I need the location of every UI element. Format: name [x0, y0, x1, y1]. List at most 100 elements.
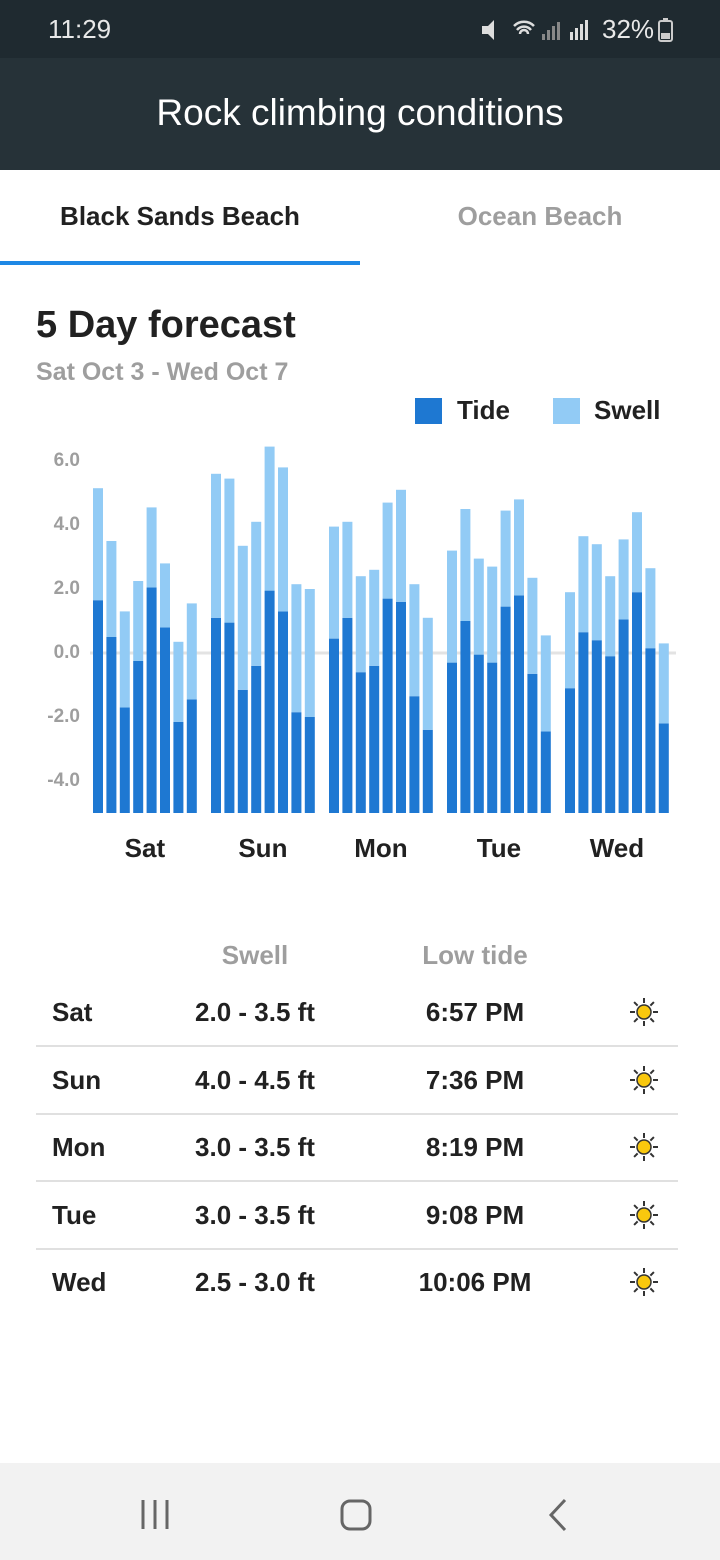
bar-segment	[578, 536, 589, 633]
y-tick-label: 6.0	[54, 450, 80, 471]
low-tide-time: 9:08 PM	[425, 1199, 525, 1230]
bar-segment	[618, 619, 629, 813]
swell-range: 3.0 - 3.5 ft	[195, 1199, 315, 1230]
chart-title: 5 Day forecast	[36, 304, 296, 346]
legend-label: Tide	[457, 395, 510, 425]
bar-segment	[146, 587, 157, 813]
back-button[interactable]	[548, 1498, 567, 1532]
bar-segment	[369, 665, 380, 813]
bar-segment	[460, 509, 471, 621]
bar-segment	[500, 510, 511, 607]
home-button[interactable]	[340, 1499, 372, 1531]
bar-segment	[278, 611, 288, 813]
bar-segment	[514, 595, 524, 813]
bar-segment	[329, 638, 339, 813]
bar-segment	[264, 446, 275, 591]
bar-segment	[409, 696, 420, 813]
bar-segment	[291, 584, 302, 713]
bar-segment	[146, 507, 157, 588]
bar-segment	[540, 635, 551, 732]
row-separator	[36, 1180, 678, 1182]
tab[interactable]: Ocean Beach	[457, 201, 623, 231]
bar-segment	[342, 617, 353, 813]
bar-segment	[632, 592, 642, 813]
bar-segment	[422, 729, 433, 813]
bar-segment	[382, 598, 393, 813]
bar-segment	[500, 606, 511, 813]
day: Sun	[52, 1064, 102, 1095]
bar-segment	[605, 656, 616, 813]
bar-segment	[409, 584, 420, 697]
bar-segment	[93, 600, 103, 813]
bar-segment	[304, 589, 315, 717]
sun-icon	[630, 998, 658, 1026]
bar-segment	[618, 539, 629, 620]
app-title: Rock climbing conditions	[156, 92, 564, 133]
bar-segment	[540, 731, 551, 813]
sun-icon	[630, 1065, 658, 1094]
tab-indicator	[0, 261, 360, 265]
bar-segment	[186, 699, 197, 813]
bar-segment	[396, 489, 406, 602]
swell-range: 2.5 - 3.0 ft	[195, 1267, 315, 1297]
bar-segment	[447, 550, 457, 663]
nav-bar	[0, 1463, 720, 1560]
bar-segment	[237, 689, 248, 813]
bar-segment	[93, 488, 103, 601]
bar-segment	[355, 672, 366, 813]
recents-button[interactable]	[141, 1500, 169, 1529]
bar-segment	[514, 499, 524, 596]
bar-segment	[527, 673, 538, 813]
x-tick-label: Sat	[125, 833, 166, 863]
y-tick-label: 0.0	[54, 642, 80, 663]
x-tick-label: Sun	[238, 833, 287, 863]
bar-segment	[237, 545, 248, 690]
bar-segment	[211, 617, 221, 813]
day: Sat	[52, 997, 93, 1027]
row-separator	[36, 1045, 678, 1047]
bar-segment	[527, 577, 538, 674]
bar-segment	[658, 643, 669, 724]
chart: -4.0 -2.0 0.0 2.0 4.0 6.0 Sat Sun Mon Tue Wed	[47, 446, 676, 863]
bar-segment	[119, 611, 130, 708]
bar-segment	[422, 617, 433, 730]
clock: 11:29	[48, 14, 112, 44]
day: Mon	[52, 1132, 106, 1162]
y-tick-label: -2.0	[47, 706, 80, 727]
row-separator	[36, 1247, 678, 1250]
app-bar: Rock climbing conditions	[0, 58, 720, 170]
bar-segment	[591, 640, 602, 813]
bar-segment	[291, 712, 302, 813]
bar-segment	[160, 627, 170, 813]
bar-segment	[578, 632, 589, 813]
bar-segment	[186, 603, 197, 700]
status-bar: 11:29 32%	[0, 0, 720, 58]
bar-segment	[264, 590, 275, 813]
y-tick-label: -4.0	[47, 770, 80, 791]
low-tide-time: 10:06 PM	[418, 1267, 532, 1297]
bar-segment	[251, 665, 262, 813]
bar-segment	[251, 521, 262, 666]
sun-icon	[630, 1133, 658, 1161]
low-tide-time: 8:19 PM	[425, 1132, 525, 1162]
y-tick-label: 4.0	[54, 514, 80, 535]
bar-segment	[160, 563, 170, 628]
chart-subtitle: Sat Oct 3 - Wed Oct 7	[36, 358, 289, 386]
x-tick-label: Mon	[354, 833, 407, 863]
swell-range: 2.0 - 3.5 ft	[195, 997, 315, 1027]
legend-label: Swell	[594, 395, 661, 425]
tab[interactable]: Black Sands Beach	[60, 201, 300, 231]
column-header: Low tide	[422, 940, 528, 970]
low-tide-time: 7:36 PM	[425, 1064, 525, 1095]
bar-segment	[460, 621, 471, 813]
y-tick-label: 2.0	[54, 578, 80, 599]
bar-segment	[645, 568, 656, 649]
bar-segment	[106, 541, 117, 637]
bar-segment	[224, 622, 235, 813]
bar-segment	[173, 641, 184, 722]
bar-segment	[645, 648, 656, 813]
sun-icon	[630, 1200, 658, 1229]
battery-text: 32%	[602, 14, 655, 44]
tab-bar: Black Sands Beach Ocean Beach	[0, 170, 720, 265]
